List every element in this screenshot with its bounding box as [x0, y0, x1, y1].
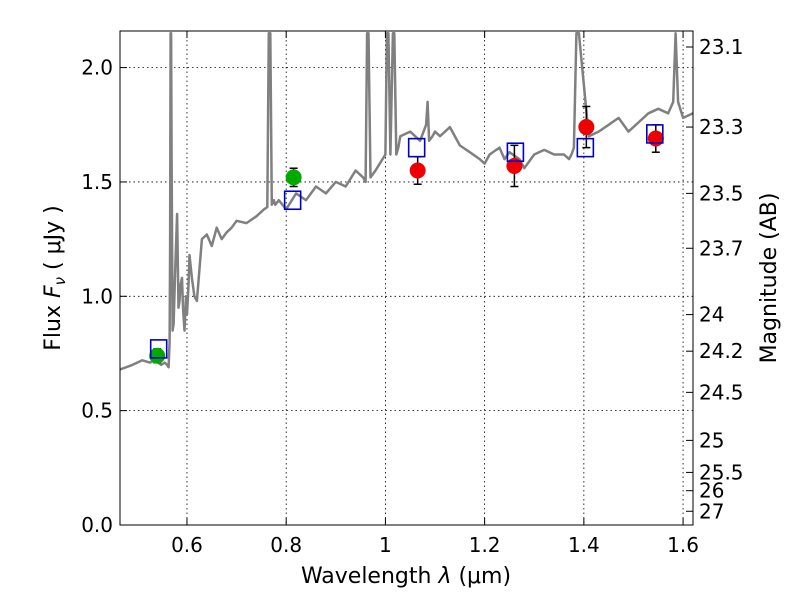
right-tick-label: 24.2 [699, 339, 744, 363]
model-point [645, 124, 664, 144]
x-axis: 0.6 0.8 1 1.2 1.4 1.6 [171, 31, 699, 557]
model-point [283, 190, 302, 211]
x-tick-label: 0.8 [270, 533, 302, 557]
right-tick-label: 23.7 [699, 236, 744, 260]
plot-frame [119, 30, 694, 526]
y-tick-label: 2.0 [81, 56, 113, 80]
right-tick-label: 24 [699, 303, 724, 327]
model-point [149, 339, 168, 359]
right-tick-label: 23.1 [699, 35, 744, 59]
plot-background [120, 31, 693, 525]
right-tick-label: 23.5 [699, 181, 744, 205]
y-axis-left: 0.0 0.5 1.0 1.5 2.0 [81, 56, 127, 537]
right-tick-label: 26 [699, 479, 724, 503]
observed-point [647, 130, 664, 147]
observed-point [409, 162, 426, 179]
x-axis-label: Wavelength λ (μm) [301, 564, 511, 589]
right-tick-label: 23.3 [699, 115, 744, 139]
x-tick-label: 1.6 [667, 533, 699, 557]
model-point [506, 142, 525, 163]
observed-point [506, 157, 523, 174]
plot-area [120, 32, 693, 371]
y-tick-label: 1.5 [81, 170, 113, 194]
observed-point [285, 169, 302, 186]
y-tick-label: 1.0 [81, 284, 113, 308]
x-tick-label: 0.6 [171, 533, 203, 557]
right-tick-label: 24.5 [699, 380, 744, 404]
observed-points [149, 105, 664, 364]
x-tick-label: 1 [379, 533, 392, 557]
x-tick-label: 1.4 [568, 533, 600, 557]
right-tick-label: 25 [699, 428, 724, 452]
observed-point [578, 119, 595, 136]
right-axis-label: Magnitude (AB) [757, 193, 782, 364]
y-tick-label: 0.0 [81, 513, 113, 537]
model-point [407, 137, 426, 158]
y-tick-label: 0.5 [81, 399, 113, 423]
spectrum-line [120, 32, 693, 371]
y-axis-label: Flux Fν ( μJy ) [41, 205, 69, 350]
observed-point [149, 347, 166, 364]
x-tick-label: 1.2 [469, 533, 501, 557]
model-points [149, 124, 664, 359]
right-tick-label: 27 [699, 499, 724, 523]
model-point [576, 137, 595, 158]
right-tick-label: 25.5 [699, 460, 744, 484]
